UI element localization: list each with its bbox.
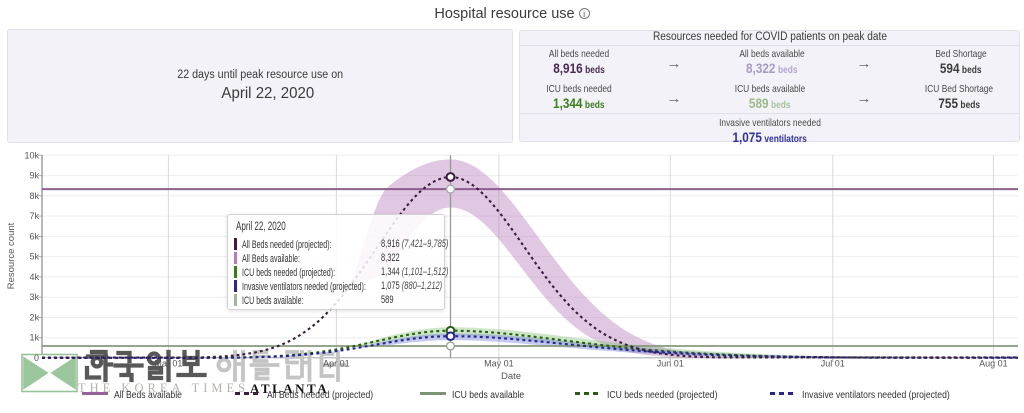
svg-text:Mar 01: Mar 01 [154, 359, 182, 369]
svg-text:8k: 8k [29, 191, 39, 201]
svg-text:9k: 9k [29, 171, 39, 181]
svg-text:3k: 3k [29, 292, 39, 302]
svg-text:Date: Date [501, 371, 521, 382]
svg-text:2k: 2k [29, 313, 39, 323]
svg-text:Jun 01: Jun 01 [657, 359, 684, 369]
svg-text:1k: 1k [29, 333, 39, 343]
svg-text:Resource count: Resource count [6, 222, 17, 289]
svg-text:0: 0 [34, 353, 39, 363]
svg-text:Apr 01: Apr 01 [323, 359, 350, 369]
svg-text:Aug 01: Aug 01 [979, 359, 1008, 369]
svg-text:7k: 7k [29, 211, 39, 221]
svg-text:10k: 10k [24, 150, 39, 160]
svg-text:Jul 01: Jul 01 [821, 359, 845, 369]
svg-text:6k: 6k [29, 231, 39, 241]
svg-text:4k: 4k [29, 272, 39, 282]
svg-text:5k: 5k [29, 252, 39, 262]
svg-text:May 01: May 01 [484, 359, 514, 369]
